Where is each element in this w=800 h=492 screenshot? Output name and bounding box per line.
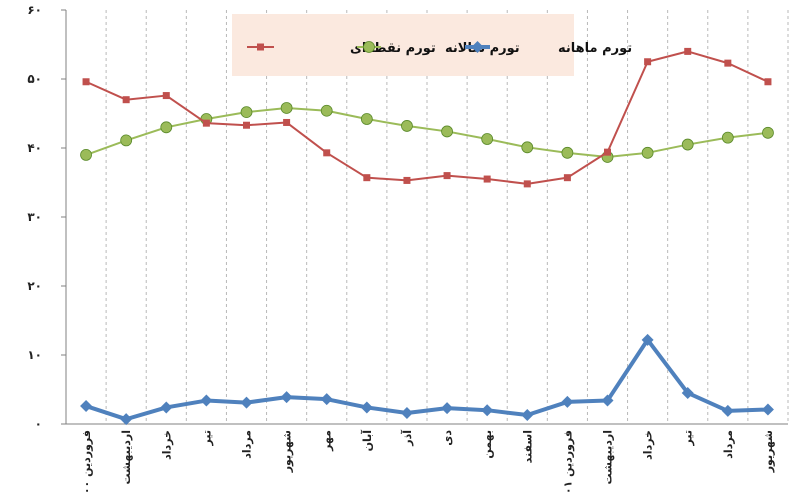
data-point bbox=[403, 176, 411, 184]
x-tick-label: بهمن bbox=[481, 430, 494, 459]
series-3 bbox=[82, 47, 772, 188]
data-point bbox=[360, 113, 373, 125]
x-tick-label: آبان bbox=[360, 430, 374, 452]
data-point bbox=[80, 148, 92, 161]
y-tick-label: ٠ bbox=[35, 417, 42, 431]
x-tick-label: مرداد bbox=[241, 430, 254, 459]
data-point bbox=[441, 402, 454, 415]
data-point bbox=[721, 404, 734, 417]
y-tick-label: ١٠ bbox=[27, 348, 42, 362]
data-point bbox=[160, 401, 173, 414]
data-point bbox=[644, 58, 652, 66]
data-point bbox=[641, 333, 654, 346]
vertical-grid bbox=[105, 10, 789, 424]
data-point bbox=[323, 149, 331, 157]
data-point bbox=[283, 118, 291, 126]
legend-marker bbox=[471, 41, 484, 53]
series-line bbox=[85, 50, 769, 185]
data-point bbox=[82, 78, 90, 86]
y-axis-ticks: ٠ ١٠ ٢٠ ٣٠ ۴٠ ۵٠ ۶٠ bbox=[27, 3, 66, 431]
legend-marker bbox=[363, 41, 375, 53]
data-point bbox=[200, 394, 213, 407]
y-tick-label: ٣٠ bbox=[27, 210, 42, 224]
data-point bbox=[280, 391, 293, 404]
data-point bbox=[561, 395, 574, 408]
data-point bbox=[360, 401, 373, 414]
x-tick-label: مهر bbox=[321, 430, 334, 452]
data-point bbox=[604, 148, 611, 156]
data-point bbox=[243, 121, 250, 129]
data-point bbox=[721, 131, 734, 144]
data-point bbox=[761, 403, 774, 416]
x-tick-label: خرداد bbox=[160, 430, 173, 460]
x-tick-label: شهریور bbox=[762, 430, 775, 473]
data-point bbox=[120, 413, 133, 426]
data-point bbox=[202, 119, 210, 127]
series-2 bbox=[80, 102, 774, 163]
x-tick-label: شهریور bbox=[281, 430, 294, 473]
x-tick-label: آذر bbox=[400, 430, 414, 447]
data-point bbox=[441, 125, 453, 138]
data-point bbox=[523, 180, 531, 188]
x-tick-label: اردیبهشت bbox=[120, 430, 133, 484]
data-point bbox=[320, 393, 333, 406]
data-point bbox=[280, 102, 293, 114]
data-point bbox=[363, 174, 371, 182]
legend-label: تورم ماهانه bbox=[558, 41, 632, 56]
y-tick-label: ۵٠ bbox=[27, 72, 42, 86]
series-line bbox=[85, 337, 769, 422]
x-tick-label: خرداد bbox=[642, 430, 655, 460]
data-point bbox=[160, 121, 173, 134]
legend-marker bbox=[257, 43, 264, 51]
x-tick-label: تیر bbox=[682, 430, 695, 446]
legend-box bbox=[232, 14, 574, 76]
series-line bbox=[85, 106, 769, 158]
data-point bbox=[563, 174, 571, 182]
legend-label: تورم نقطه‌ای bbox=[350, 41, 436, 56]
y-tick-label: ۶٠ bbox=[27, 3, 42, 17]
data-point bbox=[483, 175, 491, 183]
data-point bbox=[481, 404, 494, 417]
data-point bbox=[401, 120, 413, 132]
data-point bbox=[561, 146, 574, 159]
data-point bbox=[120, 134, 133, 147]
data-point bbox=[521, 141, 534, 154]
data-point bbox=[443, 172, 451, 180]
data-point bbox=[320, 104, 333, 117]
data-point bbox=[400, 406, 413, 419]
data-point bbox=[80, 400, 93, 413]
data-point bbox=[681, 386, 694, 399]
data-point bbox=[764, 78, 772, 86]
x-tick-label: اردیبهشت bbox=[602, 430, 615, 484]
data-point bbox=[521, 409, 534, 422]
x-tick-label: اسفند bbox=[521, 430, 534, 463]
x-tick-label: فروردین ۱۴۰۱ bbox=[561, 430, 574, 492]
data-point bbox=[601, 394, 614, 407]
data-point bbox=[641, 146, 654, 159]
data-point bbox=[240, 396, 253, 409]
x-tick-label: دی bbox=[441, 430, 454, 446]
data-point bbox=[684, 47, 692, 55]
data-point bbox=[240, 106, 253, 119]
series-layer bbox=[80, 47, 774, 426]
data-point bbox=[162, 92, 170, 100]
x-axis-ticks: فروردین ۱۴۰۰ اردیبهشت خرداد تیر مرداد شهریور م… bbox=[80, 430, 775, 492]
x-tick-label: مرداد bbox=[722, 430, 735, 459]
data-point bbox=[762, 126, 774, 139]
y-tick-label: ۴٠ bbox=[27, 141, 42, 155]
series-1 bbox=[80, 333, 774, 426]
x-tick-label: فروردین ۱۴۰۰ bbox=[80, 430, 93, 492]
data-point bbox=[481, 133, 494, 145]
data-point bbox=[724, 59, 732, 67]
data-point bbox=[122, 96, 130, 104]
legend-item: تورم ماهانه bbox=[465, 41, 632, 56]
y-tick-label: ٢٠ bbox=[27, 279, 42, 293]
x-tick-label: تیر bbox=[200, 430, 213, 446]
data-point bbox=[681, 138, 694, 151]
